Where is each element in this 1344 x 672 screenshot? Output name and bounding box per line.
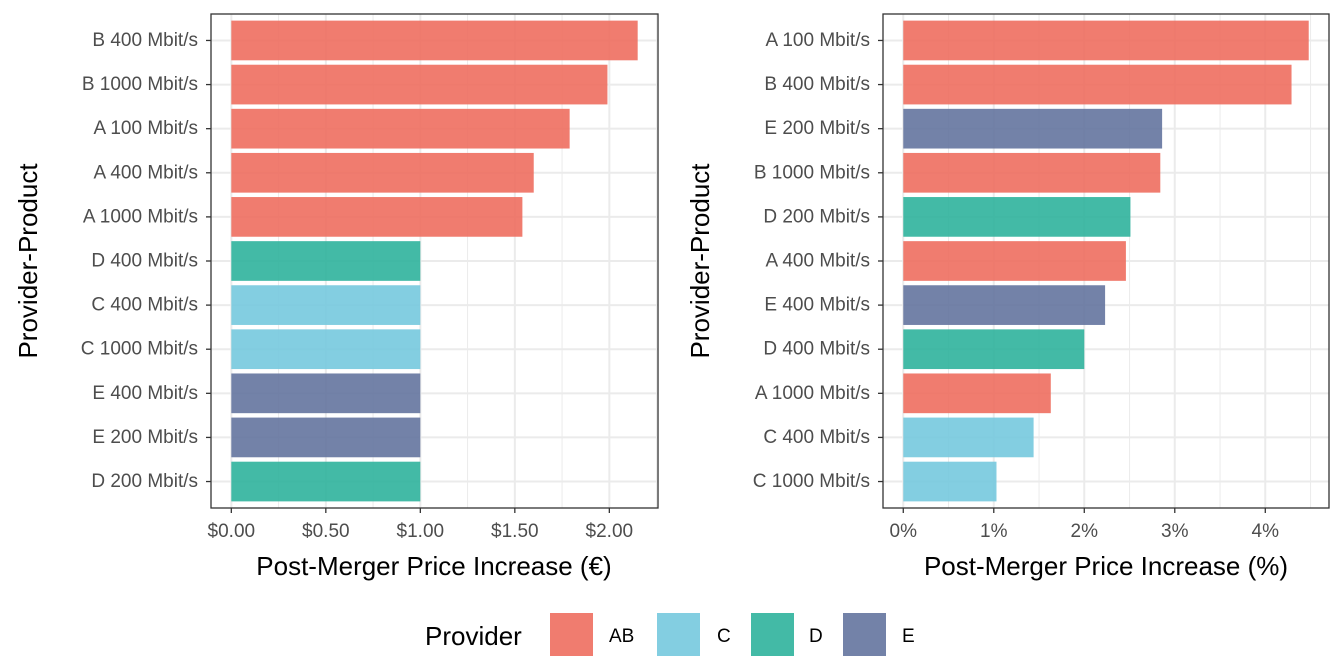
x-tick-label: $1.50 [491, 521, 539, 542]
y-tick-label: A 400 Mbit/s [93, 162, 198, 183]
bar-c-400-mbit-s [231, 285, 421, 325]
bar-e-400-mbit-s [903, 285, 1106, 325]
legend-label-c: C [717, 626, 731, 647]
bar-b-1000-mbit-s [231, 64, 608, 105]
y-tick-label: E 400 Mbit/s [764, 295, 870, 316]
y-tick-label: D 200 Mbit/s [763, 206, 870, 227]
bar-a-400-mbit-s [903, 241, 1126, 281]
y-tick-label: E 200 Mbit/s [92, 427, 198, 448]
x-tick-label: 1% [980, 521, 1008, 542]
legend-title: Provider [425, 621, 522, 651]
bar-a-100-mbit-s [903, 20, 1309, 61]
x-axis-title: Post-Merger Price Increase (%) [924, 551, 1288, 581]
bar-c-1000-mbit-s [231, 329, 421, 370]
bar-a-100-mbit-s [231, 108, 570, 149]
x-tick-label: 2% [1071, 521, 1099, 542]
x-axis-title: Post-Merger Price Increase (€) [256, 551, 611, 581]
bar-e-200-mbit-s [903, 108, 1163, 149]
legend-label-e: E [902, 626, 915, 647]
bar-a-1000-mbit-s [903, 373, 1051, 414]
x-tick-label: 3% [1161, 521, 1189, 542]
bar-a-400-mbit-s [231, 152, 534, 193]
bar-c-1000-mbit-s [903, 461, 997, 502]
right-chart-panel: A 100 Mbit/s B 400 Mbit/s E 200 Mbit/s B 10… [685, 13, 1330, 581]
x-tick-label: $2.00 [586, 521, 634, 542]
y-axis-title: Provider-Product [13, 163, 43, 359]
bar-b-400-mbit-s [903, 64, 1292, 105]
bar-d-200-mbit-s [903, 197, 1131, 237]
bar-a-1000-mbit-s [231, 197, 523, 237]
y-tick-label: D 400 Mbit/s [91, 251, 198, 272]
x-tick-label: $0.00 [208, 521, 256, 542]
x-tick-label: $1.00 [397, 521, 445, 542]
legend-key-c [657, 613, 700, 656]
y-tick-label: A 100 Mbit/s [765, 30, 870, 51]
legend-key-e [843, 613, 886, 656]
y-tick-label: A 400 Mbit/s [765, 251, 870, 272]
legend-key-d [751, 613, 794, 656]
left-chart-panel: B 400 Mbit/s B 1000 Mbit/s A 100 Mbit/s A 4… [13, 13, 659, 581]
bar-d-400-mbit-s [903, 329, 1085, 370]
y-tick-label: B 400 Mbit/s [764, 74, 870, 95]
y-axis-title: Provider-Product [685, 163, 715, 359]
legend-label-d: D [809, 626, 823, 647]
y-tick-label: C 1000 Mbit/s [81, 339, 198, 360]
legend-key-ab [550, 613, 593, 656]
y-tick-label: E 400 Mbit/s [92, 383, 198, 404]
y-tick-label: D 400 Mbit/s [763, 339, 870, 360]
x-tick-label: 4% [1252, 521, 1280, 542]
y-tick-label: B 400 Mbit/s [92, 30, 198, 51]
bar-b-400-mbit-s [231, 20, 638, 61]
y-tick-label: A 100 Mbit/s [93, 118, 198, 139]
x-tick-label: $0.50 [302, 521, 350, 542]
legend-label-ab: AB [609, 626, 634, 647]
bar-e-200-mbit-s [231, 417, 421, 458]
y-tick-label: A 1000 Mbit/s [755, 383, 870, 404]
y-tick-label: C 400 Mbit/s [763, 427, 870, 448]
y-tick-label: C 1000 Mbit/s [753, 471, 870, 492]
bar-b-1000-mbit-s [903, 152, 1161, 193]
bar-c-400-mbit-s [903, 417, 1034, 458]
y-tick-label: C 400 Mbit/s [91, 295, 198, 316]
y-tick-label: A 1000 Mbit/s [83, 206, 198, 227]
x-tick-label: 0% [890, 521, 918, 542]
legend: Provider AB C D E [425, 613, 915, 656]
bar-d-200-mbit-s [231, 461, 421, 502]
y-tick-label: E 200 Mbit/s [764, 118, 870, 139]
y-tick-label: B 1000 Mbit/s [82, 74, 198, 95]
bar-e-400-mbit-s [231, 373, 421, 414]
y-tick-label: B 1000 Mbit/s [754, 162, 870, 183]
y-tick-label: D 200 Mbit/s [91, 471, 198, 492]
bar-d-400-mbit-s [231, 241, 421, 281]
